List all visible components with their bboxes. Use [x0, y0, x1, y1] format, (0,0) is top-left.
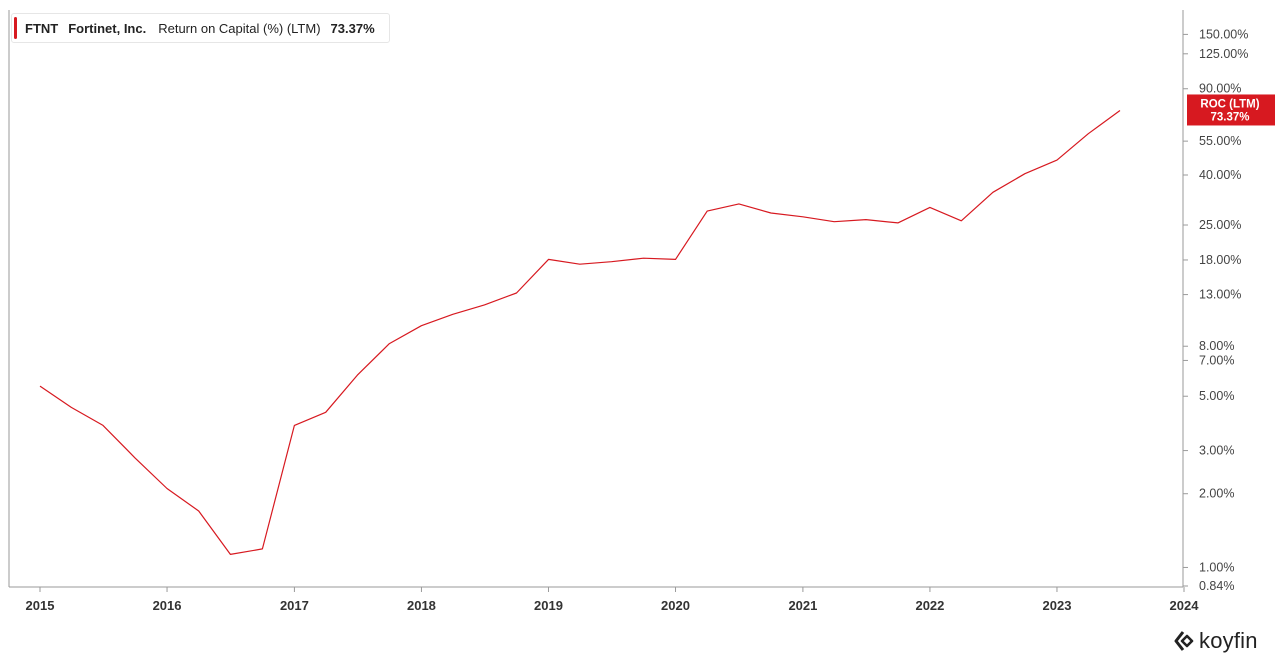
- x-tick-label: 2017: [280, 598, 309, 613]
- y-tick-label: 40.00%: [1199, 168, 1241, 182]
- x-tick-label: 2020: [661, 598, 690, 613]
- y-tick-label: 90.00%: [1199, 82, 1241, 96]
- x-tick-label: 2022: [915, 598, 944, 613]
- y-tick-label: 3.00%: [1199, 444, 1234, 458]
- x-tick-label: 2015: [26, 598, 55, 613]
- koyfin-logo-text: koyfin: [1199, 628, 1258, 653]
- y-tick-label: 0.84%: [1199, 579, 1234, 593]
- y-tick-label: 18.00%: [1199, 253, 1241, 267]
- current-value-badge: ROC (LTM)73.37%: [1187, 94, 1275, 126]
- chart-legend[interactable]: FTNT Fortinet, Inc. Return on Capital (%…: [11, 13, 390, 43]
- x-tick-label: 2024: [1170, 598, 1200, 613]
- y-tick-label: 25.00%: [1199, 218, 1241, 232]
- y-tick-label: 7.00%: [1199, 353, 1234, 367]
- tick-labels: 150.00% 125.00% 90.00% 55.00% 40.00% 25.00% 18…: [26, 27, 1249, 613]
- koyfin-logo: koyfin: [1174, 628, 1258, 654]
- x-tick-label: 2021: [788, 598, 817, 613]
- legend-current-value: 73.37%: [330, 20, 375, 36]
- y-tick-label: 8.00%: [1199, 339, 1234, 353]
- legend-ticker: FTNT: [25, 20, 59, 36]
- series-layer: [39, 110, 1121, 556]
- plot-area-frame: [8, 10, 1184, 588]
- y-tick-label: 1.00%: [1199, 560, 1234, 574]
- axis-ticks: [39, 33, 1188, 592]
- x-tick-label: 2016: [153, 598, 182, 613]
- legend-company-name: Fortinet, Inc.: [68, 20, 147, 36]
- y-tick-label: 13.00%: [1199, 288, 1241, 302]
- y-tick-label: 5.00%: [1199, 389, 1234, 403]
- koyfin-logo-icon: [1174, 631, 1194, 651]
- y-tick-label: 55.00%: [1199, 134, 1241, 148]
- x-tick-label: 2018: [407, 598, 436, 613]
- badge-value: 73.37%: [1210, 111, 1249, 123]
- y-tick-label: 150.00%: [1199, 27, 1248, 41]
- x-tick-label: 2023: [1043, 598, 1072, 613]
- legend-metric-name: Return on Capital (%) (LTM): [158, 20, 321, 36]
- y-tick-label: 2.00%: [1199, 487, 1234, 501]
- x-tick-label: 2019: [534, 598, 563, 613]
- series-line: [39, 110, 1121, 556]
- y-tick-label: 125.00%: [1199, 47, 1248, 61]
- badge-label: ROC (LTM): [1200, 98, 1259, 110]
- series-color-swatch: [14, 17, 17, 39]
- badge-background: [1187, 94, 1275, 126]
